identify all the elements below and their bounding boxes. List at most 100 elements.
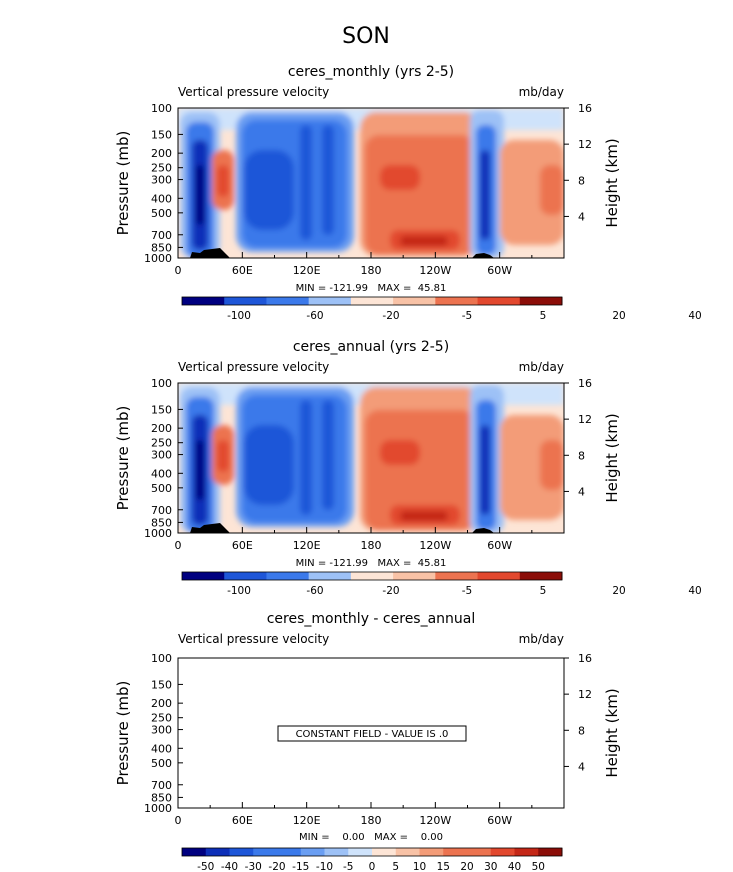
colorbar-label: -5 [462, 310, 472, 322]
y-right-tick-label: 8 [578, 724, 585, 737]
contour-field [178, 108, 564, 258]
y-tick-label: 250 [151, 712, 172, 725]
colorbar-label: -20 [382, 585, 399, 597]
colorbar-segment [182, 848, 207, 856]
y-tick-label: 1000 [144, 252, 172, 265]
y-tick-label: 150 [151, 403, 172, 416]
contour-region [380, 165, 420, 190]
y-tick-label: 700 [151, 229, 172, 242]
y-tick-label: 500 [151, 482, 172, 495]
x-tick-label: 60E [232, 539, 253, 552]
colorbar-label: -100 [227, 585, 251, 597]
y-tick-label: 850 [151, 241, 172, 254]
colorbar-segment [348, 848, 373, 856]
contour-region [300, 400, 312, 515]
colorbar-segment [419, 848, 444, 856]
units-label: mb/day [519, 85, 564, 99]
topography [472, 528, 494, 533]
x-tick-label: 60W [487, 264, 512, 277]
y-tick-label: 300 [151, 449, 172, 462]
y-tick-label: 200 [151, 147, 172, 160]
colorbar-label: -100 [227, 310, 251, 322]
colorbar-label: -30 [245, 861, 262, 872]
colorbar-segment [266, 572, 310, 580]
contour-field [178, 383, 564, 533]
x-tick-label: 120W [419, 264, 451, 277]
colorbar-label: 0 [369, 861, 376, 872]
units-label: mb/day [519, 632, 564, 646]
y-tick-label: 850 [151, 516, 172, 529]
x-axis: 0 60E 120E 180 120W 60W [175, 252, 565, 277]
panel-title: ceres_annual (yrs 2-5) [293, 339, 449, 355]
x-tick-label: 120W [419, 814, 451, 827]
contour-region [400, 511, 448, 521]
contour-region [322, 400, 334, 510]
panel-difference: ceres_monthly - ceres_annual Vertical pr… [114, 611, 621, 872]
y-tick-label: 300 [151, 724, 172, 737]
colorbar-segment [277, 848, 302, 856]
y-right-tick-label: 4 [578, 485, 585, 498]
colorbar-label: -20 [268, 861, 285, 872]
colorbar-segment [467, 848, 492, 856]
colorbar-segment [253, 848, 278, 856]
y-tick-label: 400 [151, 742, 172, 755]
colorbar-segment [308, 297, 352, 305]
y-axis-title: Pressure (mb) [114, 406, 132, 511]
colorbar-segment [229, 848, 254, 856]
colorbar-segment [519, 572, 563, 580]
colorbar-label: 5 [540, 585, 547, 597]
colorbar-label: -5 [462, 585, 472, 597]
panel-ceres-monthly: ceres_monthly (yrs 2-5) Vertical pressur… [114, 64, 702, 322]
y-right-tick-label: 12 [578, 138, 592, 151]
colorbar-segment [266, 297, 310, 305]
variable-label: Vertical pressure velocity [178, 632, 329, 646]
colorbar-label: -15 [292, 861, 309, 872]
x-tick-label: 60W [487, 814, 512, 827]
colorbar-label: -60 [306, 585, 323, 597]
y-axis-title: Pressure (mb) [114, 131, 132, 236]
colorbar-segment [182, 572, 225, 580]
y-axis-right: 16 12 8 4 [564, 652, 592, 773]
colorbar-label: -10 [316, 861, 333, 872]
x-tick-label: 120E [293, 539, 321, 552]
y-right-tick-label: 12 [578, 688, 592, 701]
colorbar-label: 15 [437, 861, 450, 872]
x-tick-label: 0 [175, 814, 182, 827]
colorbar-label: 40 [508, 861, 521, 872]
colorbar-segment [490, 848, 515, 856]
contour-region [540, 440, 564, 490]
topography [472, 253, 494, 258]
y-tick-label: 150 [151, 128, 172, 141]
x-tick-label: 180 [361, 814, 382, 827]
colorbar-segment [393, 297, 436, 305]
y-right-tick-label: 12 [578, 413, 592, 426]
y-tick-label: 1000 [144, 527, 172, 540]
topography [178, 248, 230, 258]
colorbar-segment [477, 297, 521, 305]
colorbar-segment [205, 848, 230, 856]
y-tick-label: 200 [151, 422, 172, 435]
colorbar-label: 20 [612, 310, 625, 322]
contour-region [300, 125, 312, 240]
x-tick-label: 180 [361, 539, 382, 552]
x-tick-label: 60W [487, 539, 512, 552]
colorbar-label: 5 [540, 310, 547, 322]
min-max-stats: MIN = -121.99 MAX = 45.81 [296, 558, 447, 569]
colorbar-segment [372, 848, 397, 856]
season-title: SON [342, 24, 390, 49]
y-tick-label: 400 [151, 467, 172, 480]
min-max-stats: MIN = 0.00 MAX = 0.00 [299, 832, 443, 843]
contour-region [244, 150, 294, 230]
colorbar-label: 40 [688, 310, 701, 322]
colorbar-label: -20 [382, 310, 399, 322]
contour-region [217, 440, 229, 472]
colorbar-label: 20 [612, 585, 625, 597]
y-tick-label: 250 [151, 162, 172, 175]
topography [178, 523, 230, 533]
colorbar-segment [350, 572, 394, 580]
panel-ceres-annual: ceres_annual (yrs 2-5) Vertical pressure… [114, 339, 702, 597]
colorbar: -100-60-20-55204060 [181, 296, 702, 322]
